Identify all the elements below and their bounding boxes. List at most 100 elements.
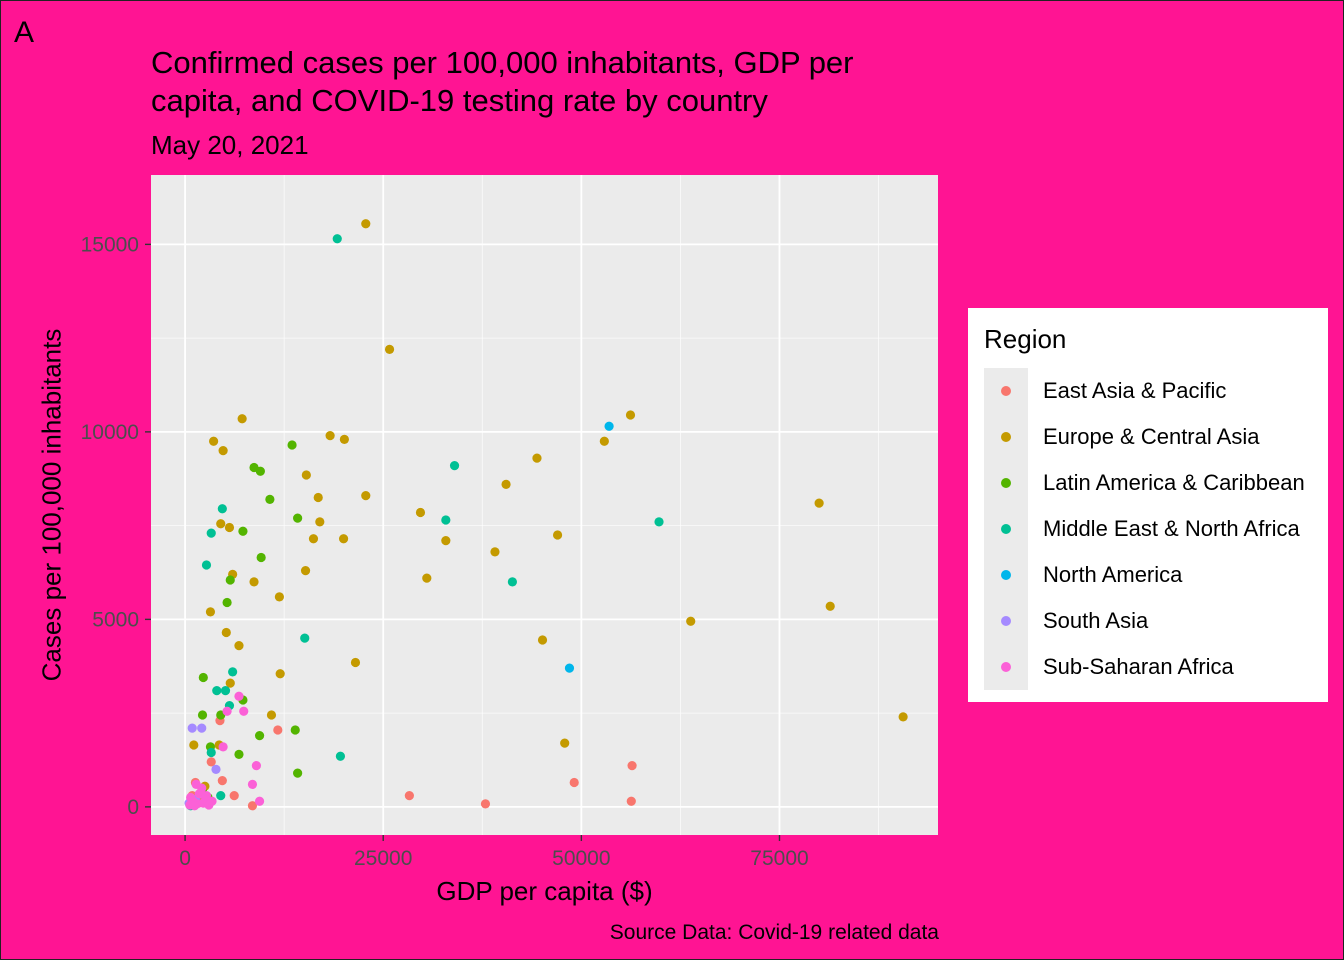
data-point [266, 710, 277, 720]
data-point [350, 657, 361, 668]
data-point [335, 751, 346, 761]
legend-swatch [1001, 524, 1011, 534]
data-point [220, 686, 231, 696]
data-point [206, 528, 216, 538]
data-point [216, 791, 226, 801]
data-point [251, 761, 262, 771]
legend-label: East Asia & Pacific [1043, 378, 1227, 403]
data-point [825, 601, 835, 611]
legend-swatch [1001, 662, 1011, 672]
data-point [415, 507, 426, 518]
data-point [247, 801, 258, 811]
data-point [207, 796, 217, 806]
data-point [222, 706, 232, 716]
data-point [206, 757, 216, 767]
data-point [626, 796, 636, 806]
legend-label: North America [1043, 562, 1183, 587]
data-point [255, 466, 265, 476]
data-point [507, 577, 518, 587]
data-point [315, 517, 325, 527]
data-point [189, 801, 200, 811]
y-tick-label: 15000 [81, 233, 139, 256]
data-point [332, 234, 342, 244]
data-point [627, 761, 637, 771]
legend-label: Latin America & Caribbean [1043, 470, 1305, 495]
data-point [217, 504, 227, 514]
data-point [205, 607, 216, 617]
data-point [898, 712, 908, 722]
data-point [212, 686, 222, 696]
plot-panel [151, 175, 938, 835]
x-tick-label: 25000 [354, 847, 412, 870]
data-point [604, 421, 614, 431]
legend-swatch [1001, 570, 1011, 580]
data-point [237, 414, 247, 424]
legend-key [984, 414, 1028, 460]
legend-key [984, 460, 1028, 506]
legend-key [984, 644, 1028, 690]
x-axis-title: GDP per capita ($) [436, 876, 653, 906]
chart-subtitle: May 20, 2021 [151, 130, 309, 160]
legend-swatch [1001, 432, 1011, 442]
data-point [654, 517, 664, 527]
legend-item: South Asia [984, 598, 1324, 644]
data-point [254, 796, 265, 806]
y-tick-label: 10000 [81, 421, 139, 444]
data-point [265, 494, 275, 504]
legend-key [984, 368, 1028, 414]
data-point [229, 791, 239, 801]
data-point [552, 530, 563, 540]
data-point [501, 479, 511, 489]
data-point [404, 791, 414, 801]
data-point [300, 566, 311, 576]
data-point [198, 672, 208, 683]
data-point [206, 747, 216, 758]
data-point [287, 440, 297, 450]
data-point [308, 534, 319, 544]
data-point [234, 749, 244, 759]
legend-swatch [1001, 478, 1011, 488]
data-point [225, 575, 235, 585]
legend-label: South Asia [1043, 608, 1149, 633]
x-tick-label: 0 [179, 847, 191, 870]
data-point [224, 522, 235, 533]
data-point [300, 633, 310, 643]
data-point [209, 436, 219, 446]
legend-item: Sub-Saharan Africa [984, 644, 1324, 690]
data-point [221, 627, 231, 638]
legend-key [984, 552, 1028, 598]
data-point [254, 731, 265, 741]
legend-item: Middle East & North Africa [984, 506, 1324, 552]
legend-label: Sub-Saharan Africa [1043, 654, 1234, 679]
data-point [234, 691, 244, 701]
chart-title: Confirmed cases per 100,000 inhabitants,… [151, 45, 854, 118]
data-point [441, 515, 451, 525]
data-point [187, 723, 197, 733]
data-point [814, 498, 824, 508]
legend-label: Europe & Central Asia [1043, 424, 1260, 449]
data-point [189, 740, 199, 750]
data-point [361, 491, 371, 501]
legend-item: Europe & Central Asia [984, 414, 1324, 460]
data-point [449, 461, 460, 471]
data-point [211, 764, 221, 774]
data-point [686, 616, 696, 626]
data-point [201, 560, 212, 570]
data-point [325, 431, 335, 441]
data-point [290, 725, 300, 735]
data-point [361, 219, 371, 229]
data-point [599, 436, 609, 446]
legend-key [984, 506, 1028, 552]
legend-item: Latin America & Caribbean [984, 460, 1324, 506]
data-point [194, 789, 204, 799]
data-point [218, 446, 228, 456]
data-point [275, 669, 285, 679]
legend-item: North America [984, 552, 1324, 598]
data-point [218, 742, 228, 752]
x-tick-label: 50000 [552, 847, 610, 870]
legend-item: East Asia & Pacific [984, 368, 1324, 414]
legend-title: Region [984, 324, 1067, 354]
data-point [256, 552, 266, 563]
data-point [569, 777, 579, 788]
data-point [490, 547, 500, 557]
